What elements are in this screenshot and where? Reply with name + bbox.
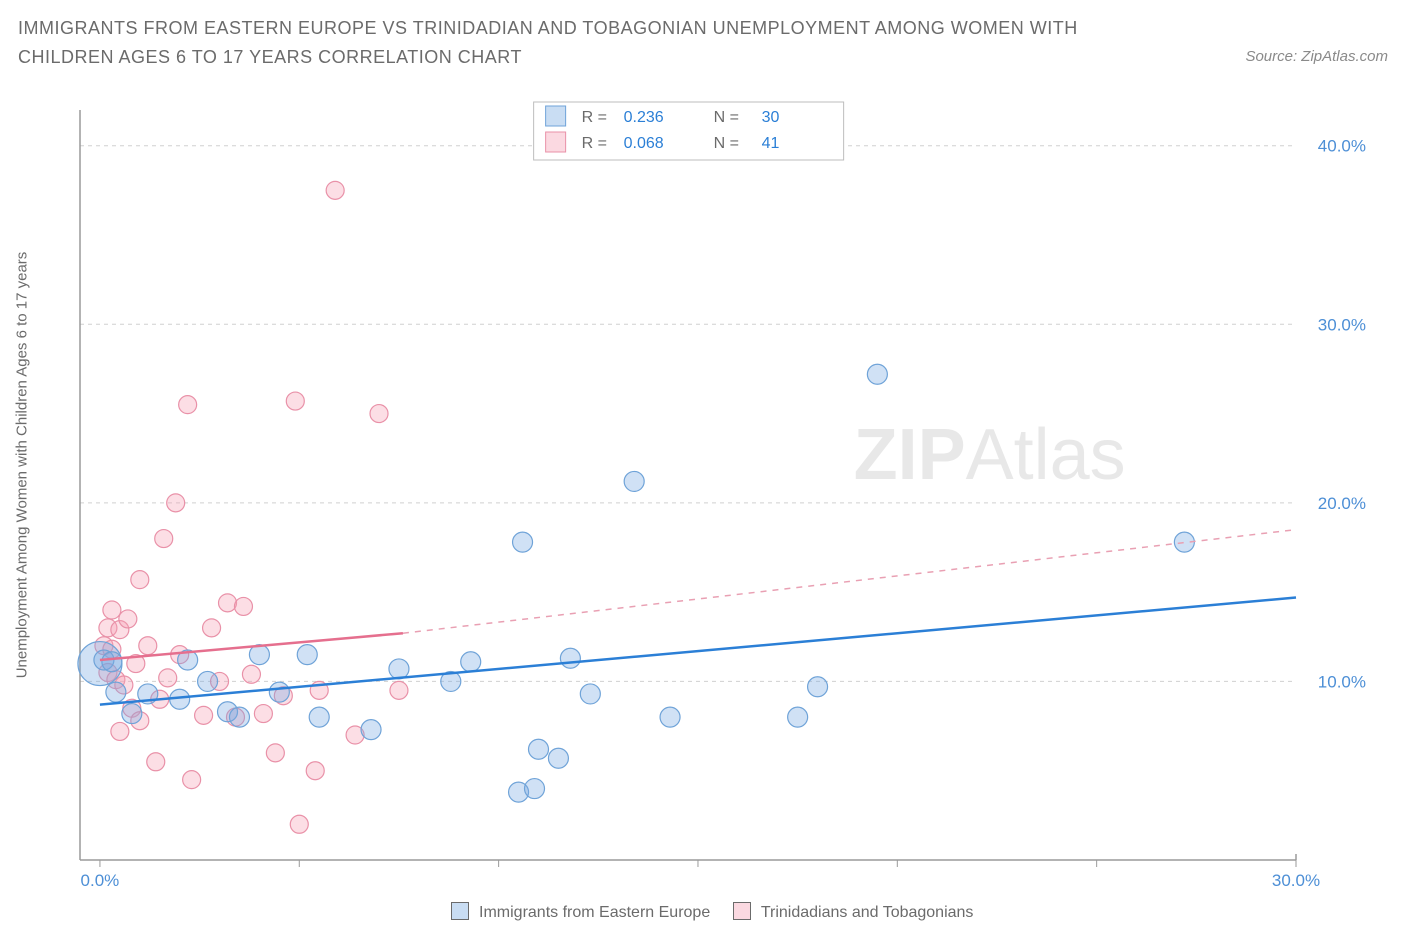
data-point-blue: [528, 739, 548, 759]
data-point-pink: [195, 706, 213, 724]
data-point-blue: [867, 364, 887, 384]
data-point-pink: [370, 405, 388, 423]
legend-swatch-blue: [451, 902, 469, 920]
data-point-pink: [139, 637, 157, 655]
data-point-blue: [198, 671, 218, 691]
data-point-pink: [203, 619, 221, 637]
legend-n-value: 30: [762, 109, 780, 126]
stats-legend-box: [534, 102, 844, 160]
legend-r-value: 0.236: [624, 109, 664, 126]
legend-swatch-pink: [733, 902, 751, 920]
legend-label-pink: Trinidadians and Tobagonians: [761, 904, 974, 921]
legend-n-label: N =: [714, 135, 739, 152]
data-point-pink: [183, 771, 201, 789]
x-tick-label: 30.0%: [1272, 871, 1320, 890]
scatter-chart: 0.0% 30.0% 10.0% 20.0% 30.0% 40.0% ZIPAtlas R =…: [70, 100, 1376, 890]
data-point-blue: [525, 779, 545, 799]
data-point-blue: [102, 652, 122, 672]
data-point-pink: [234, 597, 252, 615]
legend-swatch: [546, 106, 566, 126]
data-point-pink: [119, 610, 137, 628]
legend-n-value: 41: [762, 135, 780, 152]
y-axis-label: Unemployment Among Women with Children A…: [14, 252, 31, 679]
data-point-pink: [242, 665, 260, 683]
data-point-blue: [560, 648, 580, 668]
data-point-pink: [286, 392, 304, 410]
data-point-pink: [179, 396, 197, 414]
bottom-legend: Immigrants from Eastern Europe Trinidadi…: [0, 902, 1406, 922]
data-point-blue: [808, 677, 828, 697]
data-point-pink: [326, 181, 344, 199]
data-point-pink: [159, 669, 177, 687]
data-point-pink: [131, 571, 149, 589]
data-point-blue: [122, 704, 142, 724]
data-point-blue: [361, 720, 381, 740]
data-point-pink: [111, 722, 129, 740]
legend-n-label: N =: [714, 109, 739, 126]
y-tick-label: 10.0%: [1318, 672, 1366, 691]
chart-svg: 0.0% 30.0% 10.0% 20.0% 30.0% 40.0% ZIPAtlas R =…: [70, 100, 1376, 890]
legend-r-value: 0.068: [624, 135, 664, 152]
data-point-blue: [548, 748, 568, 768]
data-point-pink: [155, 530, 173, 548]
data-point-pink: [290, 815, 308, 833]
data-point-pink: [103, 601, 121, 619]
chart-title: IMMIGRANTS FROM EASTERN EUROPE VS TRINID…: [18, 14, 1118, 72]
y-tick-label: 20.0%: [1318, 494, 1366, 513]
data-point-blue: [660, 707, 680, 727]
data-point-pink: [167, 494, 185, 512]
trend-line-pink-extrapolated: [403, 530, 1296, 634]
data-point-blue: [106, 682, 126, 702]
data-point-blue: [389, 659, 409, 679]
data-point-blue: [580, 684, 600, 704]
data-point-pink: [266, 744, 284, 762]
trend-line-blue: [100, 598, 1296, 705]
data-point-pink: [147, 753, 165, 771]
legend-r-label: R =: [582, 135, 607, 152]
chart-header: IMMIGRANTS FROM EASTERN EUROPE VS TRINID…: [18, 14, 1388, 72]
legend-swatch: [546, 132, 566, 152]
legend-label-blue: Immigrants from Eastern Europe: [479, 904, 710, 921]
data-point-blue: [461, 652, 481, 672]
watermark: ZIPAtlas: [854, 415, 1126, 495]
legend-r-label: R =: [582, 109, 607, 126]
data-point-blue: [297, 645, 317, 665]
data-point-pink: [219, 594, 237, 612]
data-point-pink: [306, 762, 324, 780]
data-point-blue: [269, 682, 289, 702]
source-attribution: Source: ZipAtlas.com: [1245, 48, 1388, 65]
data-point-blue: [624, 471, 644, 491]
y-tick-label: 40.0%: [1318, 137, 1366, 156]
data-point-blue: [229, 707, 249, 727]
x-tick-label: 0.0%: [81, 871, 120, 890]
data-point-blue: [309, 707, 329, 727]
data-point-blue: [513, 532, 533, 552]
y-tick-label: 30.0%: [1318, 315, 1366, 334]
data-point-blue: [788, 707, 808, 727]
data-point-pink: [254, 705, 272, 723]
data-point-pink: [390, 681, 408, 699]
